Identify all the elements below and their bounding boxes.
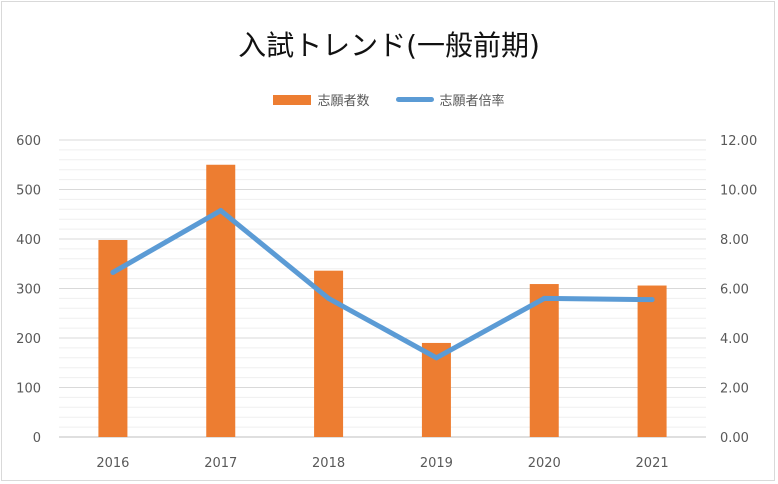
- y-right-tick-label: 12.00: [720, 134, 757, 149]
- line-series: [110, 208, 655, 361]
- x-tick-label: 2018: [312, 456, 345, 471]
- bar: [206, 164, 236, 437]
- x-tick-label: 2020: [528, 456, 561, 471]
- chart-title: 入試トレンド(一般前期): [238, 29, 540, 62]
- legend-label-bar: 志願者数: [317, 94, 370, 109]
- y-left-tick-label: 100: [16, 382, 41, 397]
- legend-label-line: 志願者倍率: [439, 94, 505, 109]
- y-right-tick-label: 8.00: [720, 233, 749, 248]
- x-tick-label: 2017: [204, 456, 237, 471]
- x-tick-label: 2019: [420, 456, 453, 471]
- legend-item-line: 志願者倍率: [395, 90, 505, 109]
- y-right-tick-label: 4.00: [720, 332, 749, 347]
- legend-swatch-line: [395, 97, 434, 102]
- x-tick-label: 2016: [96, 456, 129, 471]
- x-tick-label: 2021: [636, 456, 669, 471]
- y-left-tick-label: 500: [16, 184, 41, 199]
- bar: [529, 284, 559, 437]
- y-right-tick-label: 0.00: [720, 431, 749, 446]
- y-left-tick-label: 400: [16, 233, 41, 248]
- y-right-tick-label: 10.00: [720, 184, 757, 199]
- bar: [637, 285, 667, 437]
- y-right-tick-label: 6.00: [720, 283, 749, 298]
- chart-legend: 志願者数 志願者倍率: [0, 90, 778, 109]
- line-point: [218, 208, 224, 214]
- legend-item-bar: 志願者数: [273, 90, 370, 109]
- line-point: [326, 295, 332, 301]
- y-right-tick-label: 2.00: [720, 382, 749, 397]
- y-left-tick-label: 300: [16, 283, 41, 298]
- line-point: [541, 295, 547, 301]
- legend-swatch-bar: [273, 94, 312, 105]
- y-left-tick-label: 200: [16, 332, 41, 347]
- line-point: [649, 297, 655, 303]
- line-point: [433, 355, 439, 361]
- y-left-tick-label: 600: [16, 134, 41, 149]
- line-point: [110, 269, 116, 275]
- y-left-tick-label: 0: [33, 431, 41, 446]
